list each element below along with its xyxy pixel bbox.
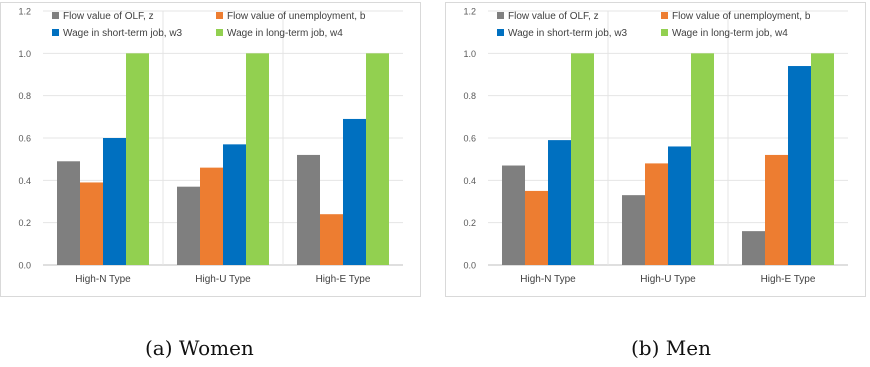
men-bar-chart: 0.0 0.2 0.4 0.6 0.8 1.0 1.2 High-N Type High-U T…: [445, 2, 866, 297]
y-tick-label: 0.8: [18, 91, 31, 101]
y-tick-label: 0.8: [463, 91, 476, 101]
legend-swatch: [52, 29, 59, 36]
x-tick-label: High-E Type: [761, 274, 816, 285]
bar-flow-value-of-olf-z: [177, 186, 200, 265]
bar-flow-value-of-unemployment-b: [525, 190, 548, 265]
legend-label: Wage in short-term job, w3: [63, 28, 183, 39]
bar-flow-value-of-unemployment-b: [80, 182, 103, 265]
bar-flow-value-of-unemployment-b: [320, 214, 343, 265]
legend-label: Flow value of unemployment, b: [672, 11, 811, 22]
x-tick-label: High-U Type: [640, 274, 696, 285]
y-tick-label: 1.0: [463, 49, 476, 59]
legend-label: Wage in long-term job, w4: [227, 28, 343, 39]
x-tick-label: High-U Type: [195, 274, 251, 285]
legend-label: Flow value of OLF, z: [508, 11, 599, 22]
bar-wage-in-long-term-job-w4: [126, 53, 149, 266]
x-tick-label: High-N Type: [520, 274, 576, 285]
legend-swatch: [497, 12, 504, 19]
y-tick-label: 0.0: [463, 261, 476, 271]
y-tick-label: 1.2: [18, 7, 31, 17]
legend-label: Flow value of unemployment, b: [227, 11, 366, 22]
bar-wage-in-short-term-job-w3: [223, 144, 246, 265]
legend-swatch: [497, 29, 504, 36]
bar-flow-value-of-olf-z: [57, 161, 80, 265]
chart-frame: [445, 2, 866, 297]
bar-flow-value-of-olf-z: [297, 154, 320, 265]
women-caption: (a) Women: [145, 336, 254, 360]
y-tick-label: 0.4: [18, 176, 31, 186]
y-tick-label: 0.0: [18, 261, 31, 271]
bar-wage-in-short-term-job-w3: [548, 140, 571, 265]
women-bar-chart: 0.0 0.2 0.4 0.6 0.8 1.0 1.2 High-N Type High-U T…: [0, 2, 421, 297]
legend-swatch: [52, 12, 59, 19]
bar-flow-value-of-unemployment-b: [200, 167, 223, 265]
bar-wage-in-long-term-job-w4: [571, 53, 594, 266]
x-tick-label: High-N Type: [75, 274, 131, 285]
bar-flow-value-of-unemployment-b: [645, 163, 668, 265]
men-caption: (b) Men: [631, 336, 711, 360]
y-tick-label: 1.2: [463, 7, 476, 17]
bar-wage-in-long-term-job-w4: [246, 53, 269, 266]
y-tick-label: 0.6: [18, 134, 31, 144]
legend-swatch: [661, 29, 668, 36]
bar-wage-in-short-term-job-w3: [343, 118, 366, 265]
legend-label: Wage in long-term job, w4: [672, 28, 788, 39]
bar-wage-in-long-term-job-w4: [366, 53, 389, 266]
y-tick-label: 0.2: [463, 218, 476, 228]
y-tick-label: 0.4: [463, 176, 476, 186]
chart-frame: [0, 2, 421, 297]
women-chart-panel: 0.0 0.2 0.4 0.6 0.8 1.0 1.2 High-N Type High-U T…: [0, 0, 425, 367]
bar-flow-value-of-olf-z: [502, 165, 525, 265]
legend-swatch: [661, 12, 668, 19]
bar-flow-value-of-olf-z: [622, 195, 645, 265]
men-chart-panel: 0.0 0.2 0.4 0.6 0.8 1.0 1.2 High-N Type High-U T…: [445, 0, 870, 367]
y-tick-label: 1.0: [18, 49, 31, 59]
bar-wage-in-short-term-job-w3: [788, 66, 811, 266]
bar-flow-value-of-olf-z: [742, 231, 765, 265]
x-tick-label: High-E Type: [316, 274, 371, 285]
y-tick-label: 0.6: [463, 134, 476, 144]
y-tick-label: 0.2: [18, 218, 31, 228]
legend-swatch: [216, 29, 223, 36]
bar-flow-value-of-unemployment-b: [765, 154, 788, 265]
bar-wage-in-long-term-job-w4: [691, 53, 714, 266]
legend-label: Wage in short-term job, w3: [508, 28, 628, 39]
legend-label: Flow value of OLF, z: [63, 11, 154, 22]
bar-wage-in-short-term-job-w3: [668, 146, 691, 265]
bar-wage-in-short-term-job-w3: [103, 138, 126, 265]
bar-wage-in-long-term-job-w4: [811, 53, 834, 266]
legend-swatch: [216, 12, 223, 19]
